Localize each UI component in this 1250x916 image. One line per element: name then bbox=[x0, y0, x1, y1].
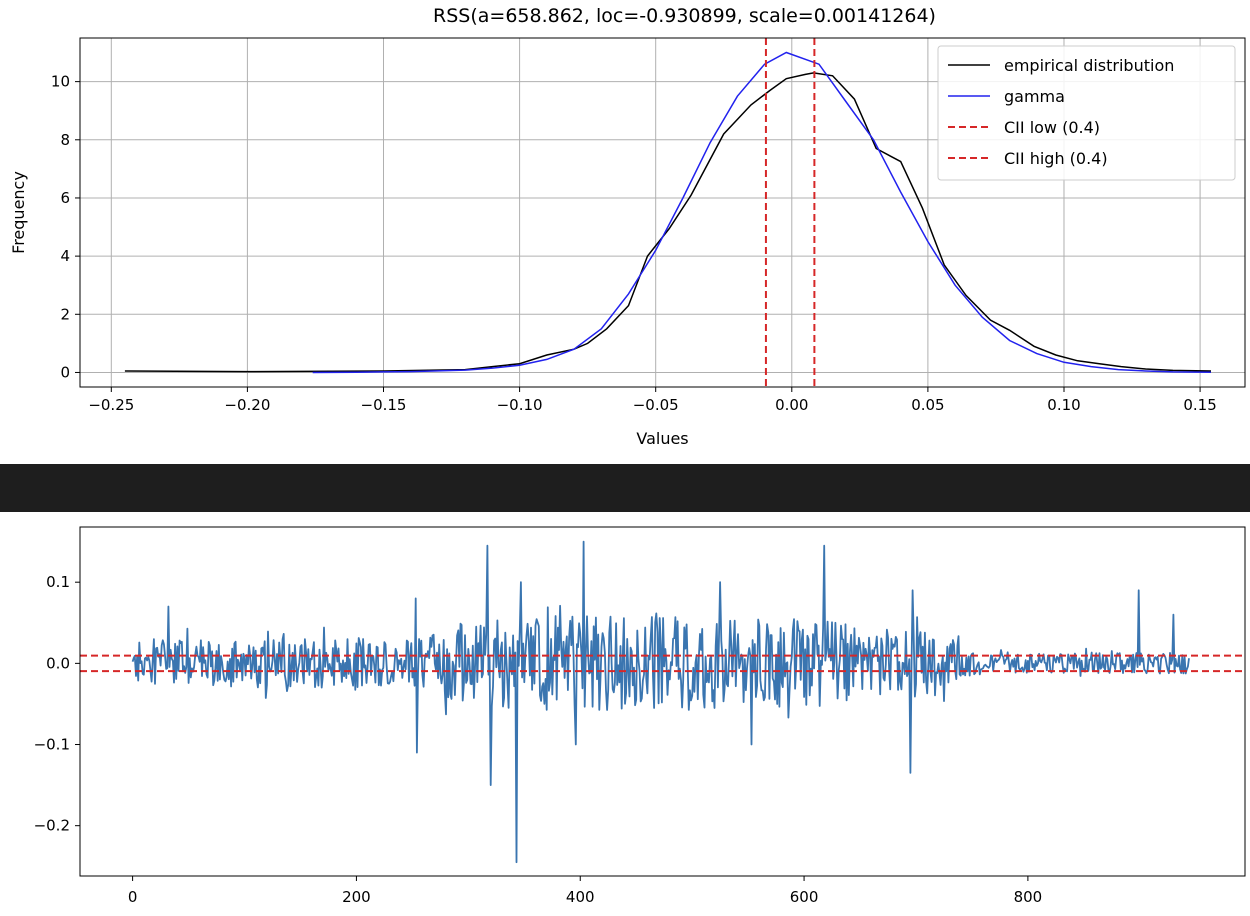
legend-label: CII high (0.4) bbox=[1004, 149, 1108, 168]
y-tick-label: 6 bbox=[60, 189, 70, 207]
y-tick-label: 8 bbox=[60, 131, 70, 149]
x-tick-label: −0.15 bbox=[361, 396, 407, 414]
x-tick-label: 0.00 bbox=[775, 396, 808, 414]
legend: empirical distribution gamma CII low (0.4)… bbox=[937, 45, 1236, 181]
y-axis-label: Frequency bbox=[9, 171, 28, 254]
x-tick-label: 0 bbox=[128, 888, 138, 906]
legend-label: gamma bbox=[1004, 87, 1065, 106]
series-line bbox=[131, 540, 1190, 864]
x-tick-label: −0.25 bbox=[88, 396, 134, 414]
series-lines bbox=[124, 38, 1212, 387]
y-tick-label: −0.1 bbox=[34, 736, 70, 754]
y-tick-label: 0 bbox=[60, 363, 70, 381]
distribution-chart: RSS(a=658.862, loc=-0.930899, scale=0.00… bbox=[9, 5, 1246, 448]
x-tick-label: 800 bbox=[1014, 888, 1043, 906]
x-axis-label: Values bbox=[636, 429, 688, 448]
x-tick-label: 600 bbox=[790, 888, 819, 906]
plot-frame bbox=[79, 37, 1246, 388]
legend-label: empirical distribution bbox=[1004, 56, 1174, 75]
axis-ticks: 0 200 400 600 800 −0.2 −0.1 0.0 0.1 bbox=[34, 573, 1043, 906]
legend-box bbox=[937, 45, 1236, 181]
empirical-line bbox=[124, 72, 1212, 373]
y-tick-label: 2 bbox=[60, 305, 70, 323]
separator-band bbox=[0, 464, 1250, 512]
y-tick-label: 4 bbox=[60, 247, 70, 265]
y-tick-label: 0.0 bbox=[46, 654, 70, 672]
x-tick-label: −0.20 bbox=[224, 396, 270, 414]
axis-ticks: −0.25 −0.20 −0.15 −0.10 −0.05 0.00 0.05 0.10 0.1… bbox=[51, 73, 1217, 414]
x-tick-label: 0.15 bbox=[1183, 396, 1216, 414]
plot-frame bbox=[79, 526, 1246, 877]
y-tick-label: 0.1 bbox=[46, 573, 70, 591]
x-tick-label: −0.10 bbox=[497, 396, 543, 414]
chart-title: RSS(a=658.862, loc=-0.930899, scale=0.00… bbox=[433, 5, 936, 27]
series-chart: 0 200 400 600 800 −0.2 −0.1 0.0 0.1 bbox=[34, 526, 1246, 906]
y-tick-label: 10 bbox=[51, 73, 70, 91]
x-tick-label: 400 bbox=[566, 888, 595, 906]
legend-label: CII low (0.4) bbox=[1004, 118, 1100, 137]
y-tick-label: −0.2 bbox=[34, 817, 70, 835]
x-tick-label: 200 bbox=[342, 888, 371, 906]
x-tick-label: −0.05 bbox=[633, 396, 679, 414]
gamma-line bbox=[312, 51, 1212, 374]
x-tick-label: 0.10 bbox=[1047, 396, 1080, 414]
x-tick-label: 0.05 bbox=[911, 396, 944, 414]
series-lines bbox=[80, 540, 1245, 864]
